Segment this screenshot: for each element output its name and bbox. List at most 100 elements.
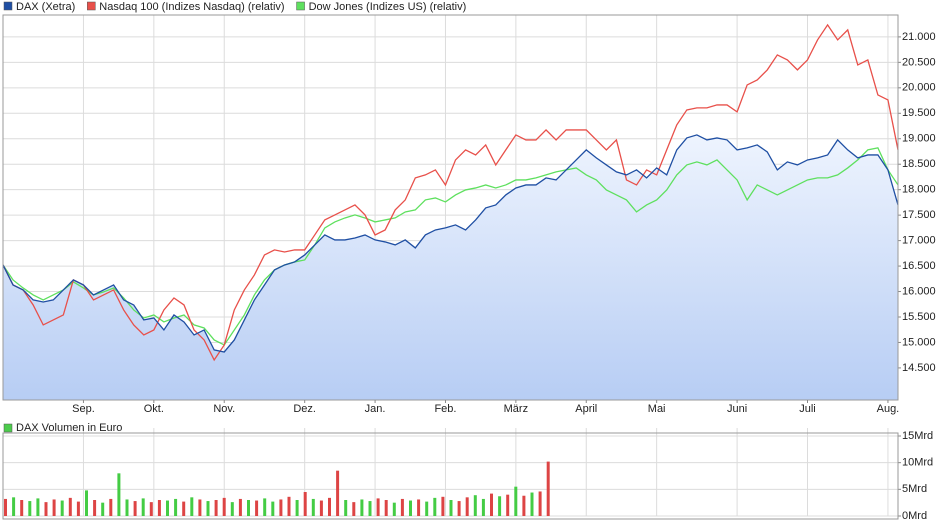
bar: [336, 470, 340, 516]
bar: [85, 490, 88, 516]
y-tick-label: 17.500: [902, 209, 936, 221]
y-tick-label: 21.000: [902, 31, 936, 43]
legend-swatch: [296, 1, 305, 11]
bar: [287, 496, 291, 516]
bar: [473, 495, 477, 516]
area: [3, 134, 898, 401]
bar: [141, 498, 145, 516]
bar: [449, 500, 453, 516]
x-tick-label: Dez.: [293, 403, 316, 415]
bar: [20, 500, 24, 516]
y-tick-label: 19.000: [902, 133, 936, 145]
bar: [247, 500, 250, 516]
x-tick-label: Mai: [648, 403, 666, 415]
bar: [384, 500, 388, 516]
legend-label: DAX (Xetra): [16, 1, 75, 13]
bar: [133, 501, 137, 516]
x-tick-label: April: [575, 403, 597, 415]
y-tick-label: 15.500: [902, 311, 936, 323]
bar: [546, 461, 550, 516]
bar: [530, 492, 534, 516]
y-tick-label: 16.000: [902, 285, 936, 297]
bar: [52, 499, 56, 516]
bar: [295, 500, 299, 516]
bar: [441, 496, 445, 516]
y-tick-label: 20.500: [902, 56, 936, 68]
bar: [522, 495, 526, 516]
bar: [319, 500, 323, 516]
x-tick-label: Juni: [727, 403, 747, 415]
y-tick-label: 15Mrd: [902, 430, 933, 442]
legend-swatch: [3, 423, 13, 433]
bar: [538, 491, 542, 516]
y-tick-label: 5Mrd: [902, 483, 927, 495]
bar: [60, 500, 64, 516]
bar: [182, 501, 186, 516]
y-tick-label: 10Mrd: [902, 457, 933, 469]
bar: [279, 499, 283, 516]
bar: [174, 498, 178, 516]
bar: [198, 499, 202, 516]
bar: [457, 501, 461, 516]
line: [2, 134, 899, 353]
bar: [376, 498, 380, 516]
legend-label: Nasdaq 100 (Indizes Nasdaq) (relativ): [99, 1, 284, 13]
bar: [230, 502, 234, 516]
bar: [303, 492, 307, 516]
x-tick-label: Aug.: [877, 403, 900, 415]
bar: [311, 498, 315, 516]
bar: [93, 500, 97, 516]
y-tick-label: 0Mrd: [902, 510, 927, 522]
x-tick-label: Juli: [799, 403, 816, 415]
bar: [271, 501, 275, 516]
bar: [425, 501, 429, 516]
legend-swatch: [87, 1, 96, 11]
y-tick-label: 18.500: [902, 158, 936, 170]
line: [2, 147, 899, 346]
bar: [344, 500, 348, 516]
bar: [490, 493, 493, 516]
bar: [190, 497, 194, 516]
bar: [4, 498, 7, 516]
plot-frame: [2, 432, 899, 520]
y-tick-label: 20.000: [902, 82, 936, 94]
bar: [166, 500, 169, 516]
y-tick-label: 19.500: [902, 107, 936, 119]
bar: [206, 501, 210, 516]
y-tick-label: 15.000: [902, 336, 936, 348]
bar: [214, 500, 218, 516]
bar: [125, 499, 129, 516]
legend-swatch: [3, 1, 13, 11]
y-tick-label: 17.000: [902, 235, 936, 247]
bar: [28, 501, 32, 516]
bar: [263, 498, 267, 516]
bar: [506, 494, 510, 516]
plot-frame: [2, 14, 899, 401]
bar: [481, 498, 485, 516]
bar: [68, 497, 72, 516]
x-tick-label: Jan.: [365, 403, 386, 415]
bar: [157, 500, 161, 516]
x-tick-label: Sep.: [72, 403, 95, 415]
x-tick-label: Okt.: [144, 403, 164, 415]
bar: [360, 499, 364, 516]
legend-label: DAX Volumen in Euro: [16, 422, 122, 434]
bar: [149, 502, 153, 516]
bar: [417, 499, 421, 516]
bar: [409, 500, 412, 516]
x-tick-label: Nov.: [213, 403, 235, 415]
bar: [12, 497, 16, 516]
bar: [109, 498, 113, 516]
line: [2, 23, 899, 362]
bar: [368, 501, 372, 516]
bar: [36, 498, 40, 516]
bar: [328, 497, 331, 516]
bar: [433, 497, 437, 516]
legend-label: Dow Jones (Indizes US) (relativ): [309, 1, 467, 13]
bar: [44, 502, 48, 516]
bar: [498, 496, 502, 516]
bar: [117, 473, 121, 516]
x-tick-label: März: [504, 403, 528, 415]
y-tick-label: 16.500: [902, 260, 936, 272]
